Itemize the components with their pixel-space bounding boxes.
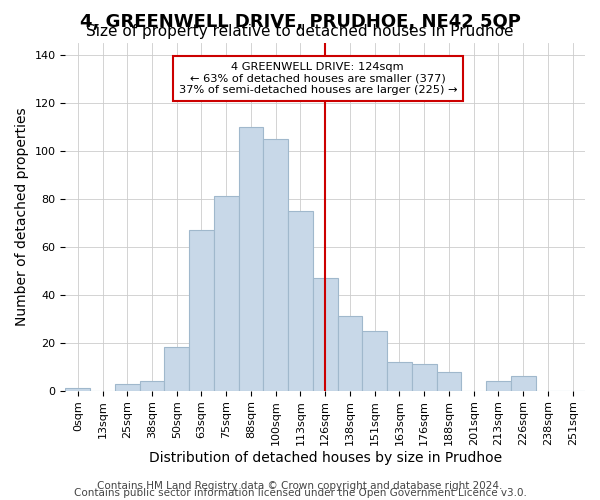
- Bar: [239, 126, 263, 390]
- Bar: [387, 362, 412, 390]
- Bar: [140, 381, 164, 390]
- Text: Contains public sector information licensed under the Open Government Licence v3: Contains public sector information licen…: [74, 488, 526, 498]
- Bar: [189, 230, 214, 390]
- X-axis label: Distribution of detached houses by size in Prudhoe: Distribution of detached houses by size …: [149, 451, 502, 465]
- Text: Size of property relative to detached houses in Prudhoe: Size of property relative to detached ho…: [86, 24, 514, 39]
- Bar: [313, 278, 338, 390]
- Bar: [263, 138, 288, 390]
- Bar: [362, 330, 387, 390]
- Bar: [288, 210, 313, 390]
- Bar: [164, 348, 189, 391]
- Bar: [412, 364, 437, 390]
- Bar: [486, 381, 511, 390]
- Text: Contains HM Land Registry data © Crown copyright and database right 2024.: Contains HM Land Registry data © Crown c…: [97, 481, 503, 491]
- Text: 4, GREENWELL DRIVE, PRUDHOE, NE42 5QP: 4, GREENWELL DRIVE, PRUDHOE, NE42 5QP: [80, 12, 520, 30]
- Bar: [65, 388, 90, 390]
- Bar: [511, 376, 536, 390]
- Y-axis label: Number of detached properties: Number of detached properties: [15, 108, 29, 326]
- Bar: [115, 384, 140, 390]
- Bar: [437, 372, 461, 390]
- Bar: [214, 196, 239, 390]
- Text: 4 GREENWELL DRIVE: 124sqm
← 63% of detached houses are smaller (377)
37% of semi: 4 GREENWELL DRIVE: 124sqm ← 63% of detac…: [179, 62, 457, 95]
- Bar: [338, 316, 362, 390]
